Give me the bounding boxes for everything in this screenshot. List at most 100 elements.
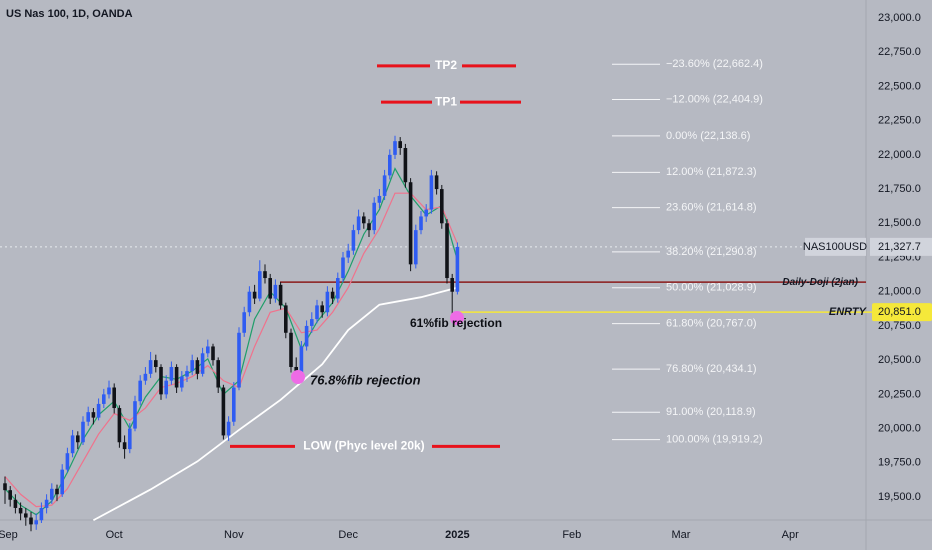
candle-body — [185, 371, 189, 377]
y-tick-label: 19,500.0 — [878, 491, 921, 503]
candle-body — [112, 387, 116, 409]
candle-body — [96, 403, 101, 418]
candle-body — [330, 291, 335, 299]
y-tick-label: 22,500.0 — [878, 80, 921, 92]
entry-box — [872, 303, 932, 322]
candle-body — [164, 380, 168, 395]
candle-body — [195, 360, 200, 374]
annotation: 76.8%fib rejection — [310, 372, 421, 387]
x-tick-label: Oct — [106, 529, 123, 541]
candle-body — [34, 520, 38, 525]
y-tick-label: 21,500.0 — [878, 217, 921, 229]
fib-label: 76.80% (20,434.1) — [666, 363, 757, 375]
candle-body — [180, 376, 184, 388]
fib-label: 12.00% (21,872.3) — [666, 166, 757, 178]
annotation: 61%fib rejection — [410, 316, 502, 330]
fib-label: 23.60% (21,614.8) — [666, 201, 757, 213]
moving-average — [4, 167, 458, 516]
candle-body — [315, 305, 319, 320]
candle-body — [398, 141, 402, 149]
candle-body — [429, 175, 434, 210]
candle-body — [29, 517, 33, 525]
candle-body — [148, 360, 153, 374]
tp1-label: TP1 — [435, 94, 457, 108]
candle-body — [278, 284, 283, 306]
candle-body — [107, 387, 111, 395]
y-tick-label: 20,750.0 — [878, 320, 921, 332]
y-tick-label: 21,000.0 — [878, 286, 921, 298]
candle-body — [273, 284, 278, 299]
candle-body — [24, 513, 28, 518]
candle-body — [3, 483, 7, 491]
y-tick-label: 22,250.0 — [878, 115, 921, 127]
candle-body — [258, 271, 262, 299]
candle-body — [200, 353, 205, 374]
candle-body — [362, 216, 366, 224]
candle-body — [393, 141, 397, 155]
candle-body — [268, 278, 272, 299]
candle-body — [190, 360, 194, 372]
candle-body — [221, 387, 226, 436]
candle-body — [252, 291, 257, 299]
candle-body — [346, 250, 350, 258]
y-tick-label: 20,000.0 — [878, 422, 921, 434]
candle-body — [242, 312, 246, 333]
candle-body — [39, 507, 44, 521]
fib-label: 100.00% (19,919.2) — [666, 434, 763, 446]
candle-body — [226, 421, 231, 436]
x-tick-label: Dec — [338, 529, 358, 541]
candle-body — [81, 421, 85, 443]
y-tick-label: 22,750.0 — [878, 46, 921, 58]
candle-body — [388, 154, 392, 176]
candle-body — [50, 488, 54, 500]
y-tick-label: 22,000.0 — [878, 149, 921, 161]
low-label: LOW (Phyc level 20k) — [303, 439, 424, 453]
candle-body — [8, 490, 12, 500]
candle-body — [128, 428, 132, 450]
candle-body — [206, 346, 210, 354]
symbol-label: NAS100USD — [803, 241, 867, 253]
candle-body — [13, 499, 18, 508]
fib-label: 50.00% (21,028.9) — [666, 282, 757, 294]
candle-body — [91, 412, 96, 418]
entry-price: 20,851.0 — [878, 306, 921, 318]
candle-body — [284, 305, 288, 333]
candle-body — [232, 387, 236, 422]
candle-body — [403, 148, 408, 183]
candle-body — [450, 278, 454, 292]
current-price: 21,327.7 — [878, 241, 921, 253]
candle-body — [320, 305, 324, 313]
candle-body — [372, 202, 376, 231]
candle-body — [143, 373, 148, 381]
doji-label: Daily-Doji (2jan) — [782, 277, 858, 288]
candle-body — [367, 223, 371, 231]
candle-body — [44, 499, 49, 508]
y-tick-label: 20,500.0 — [878, 354, 921, 366]
candle-body — [216, 360, 220, 388]
candle-body — [55, 488, 59, 495]
candle-body — [424, 209, 428, 217]
candle-body — [174, 366, 179, 388]
x-tick-label: Mar — [672, 529, 691, 541]
marker-dot — [291, 370, 305, 384]
candle-body — [102, 394, 106, 404]
tp2-label: TP2 — [435, 58, 457, 72]
title: US Nas 100, 1D, OANDA — [6, 8, 133, 20]
entry-label: ENRTY — [829, 306, 868, 318]
fib-label: −12.00% (22,404.9) — [666, 93, 763, 105]
x-tick-label: Sep — [0, 529, 18, 541]
candle-body — [154, 360, 158, 367]
y-tick-label: 19,750.0 — [878, 457, 921, 469]
candle-body — [18, 507, 23, 514]
candle-body — [336, 278, 340, 299]
candle-body — [169, 366, 174, 381]
candle-body — [419, 216, 423, 231]
symbol-box — [805, 237, 866, 256]
fib-label: −23.60% (22,662.4) — [666, 58, 763, 70]
candle-body — [304, 325, 309, 347]
fib-label: 61.80% (20,767.0) — [666, 318, 757, 330]
candle-body — [117, 408, 122, 443]
fib-label: 38.20% (21,290.8) — [666, 246, 757, 258]
candle-body — [122, 442, 127, 450]
